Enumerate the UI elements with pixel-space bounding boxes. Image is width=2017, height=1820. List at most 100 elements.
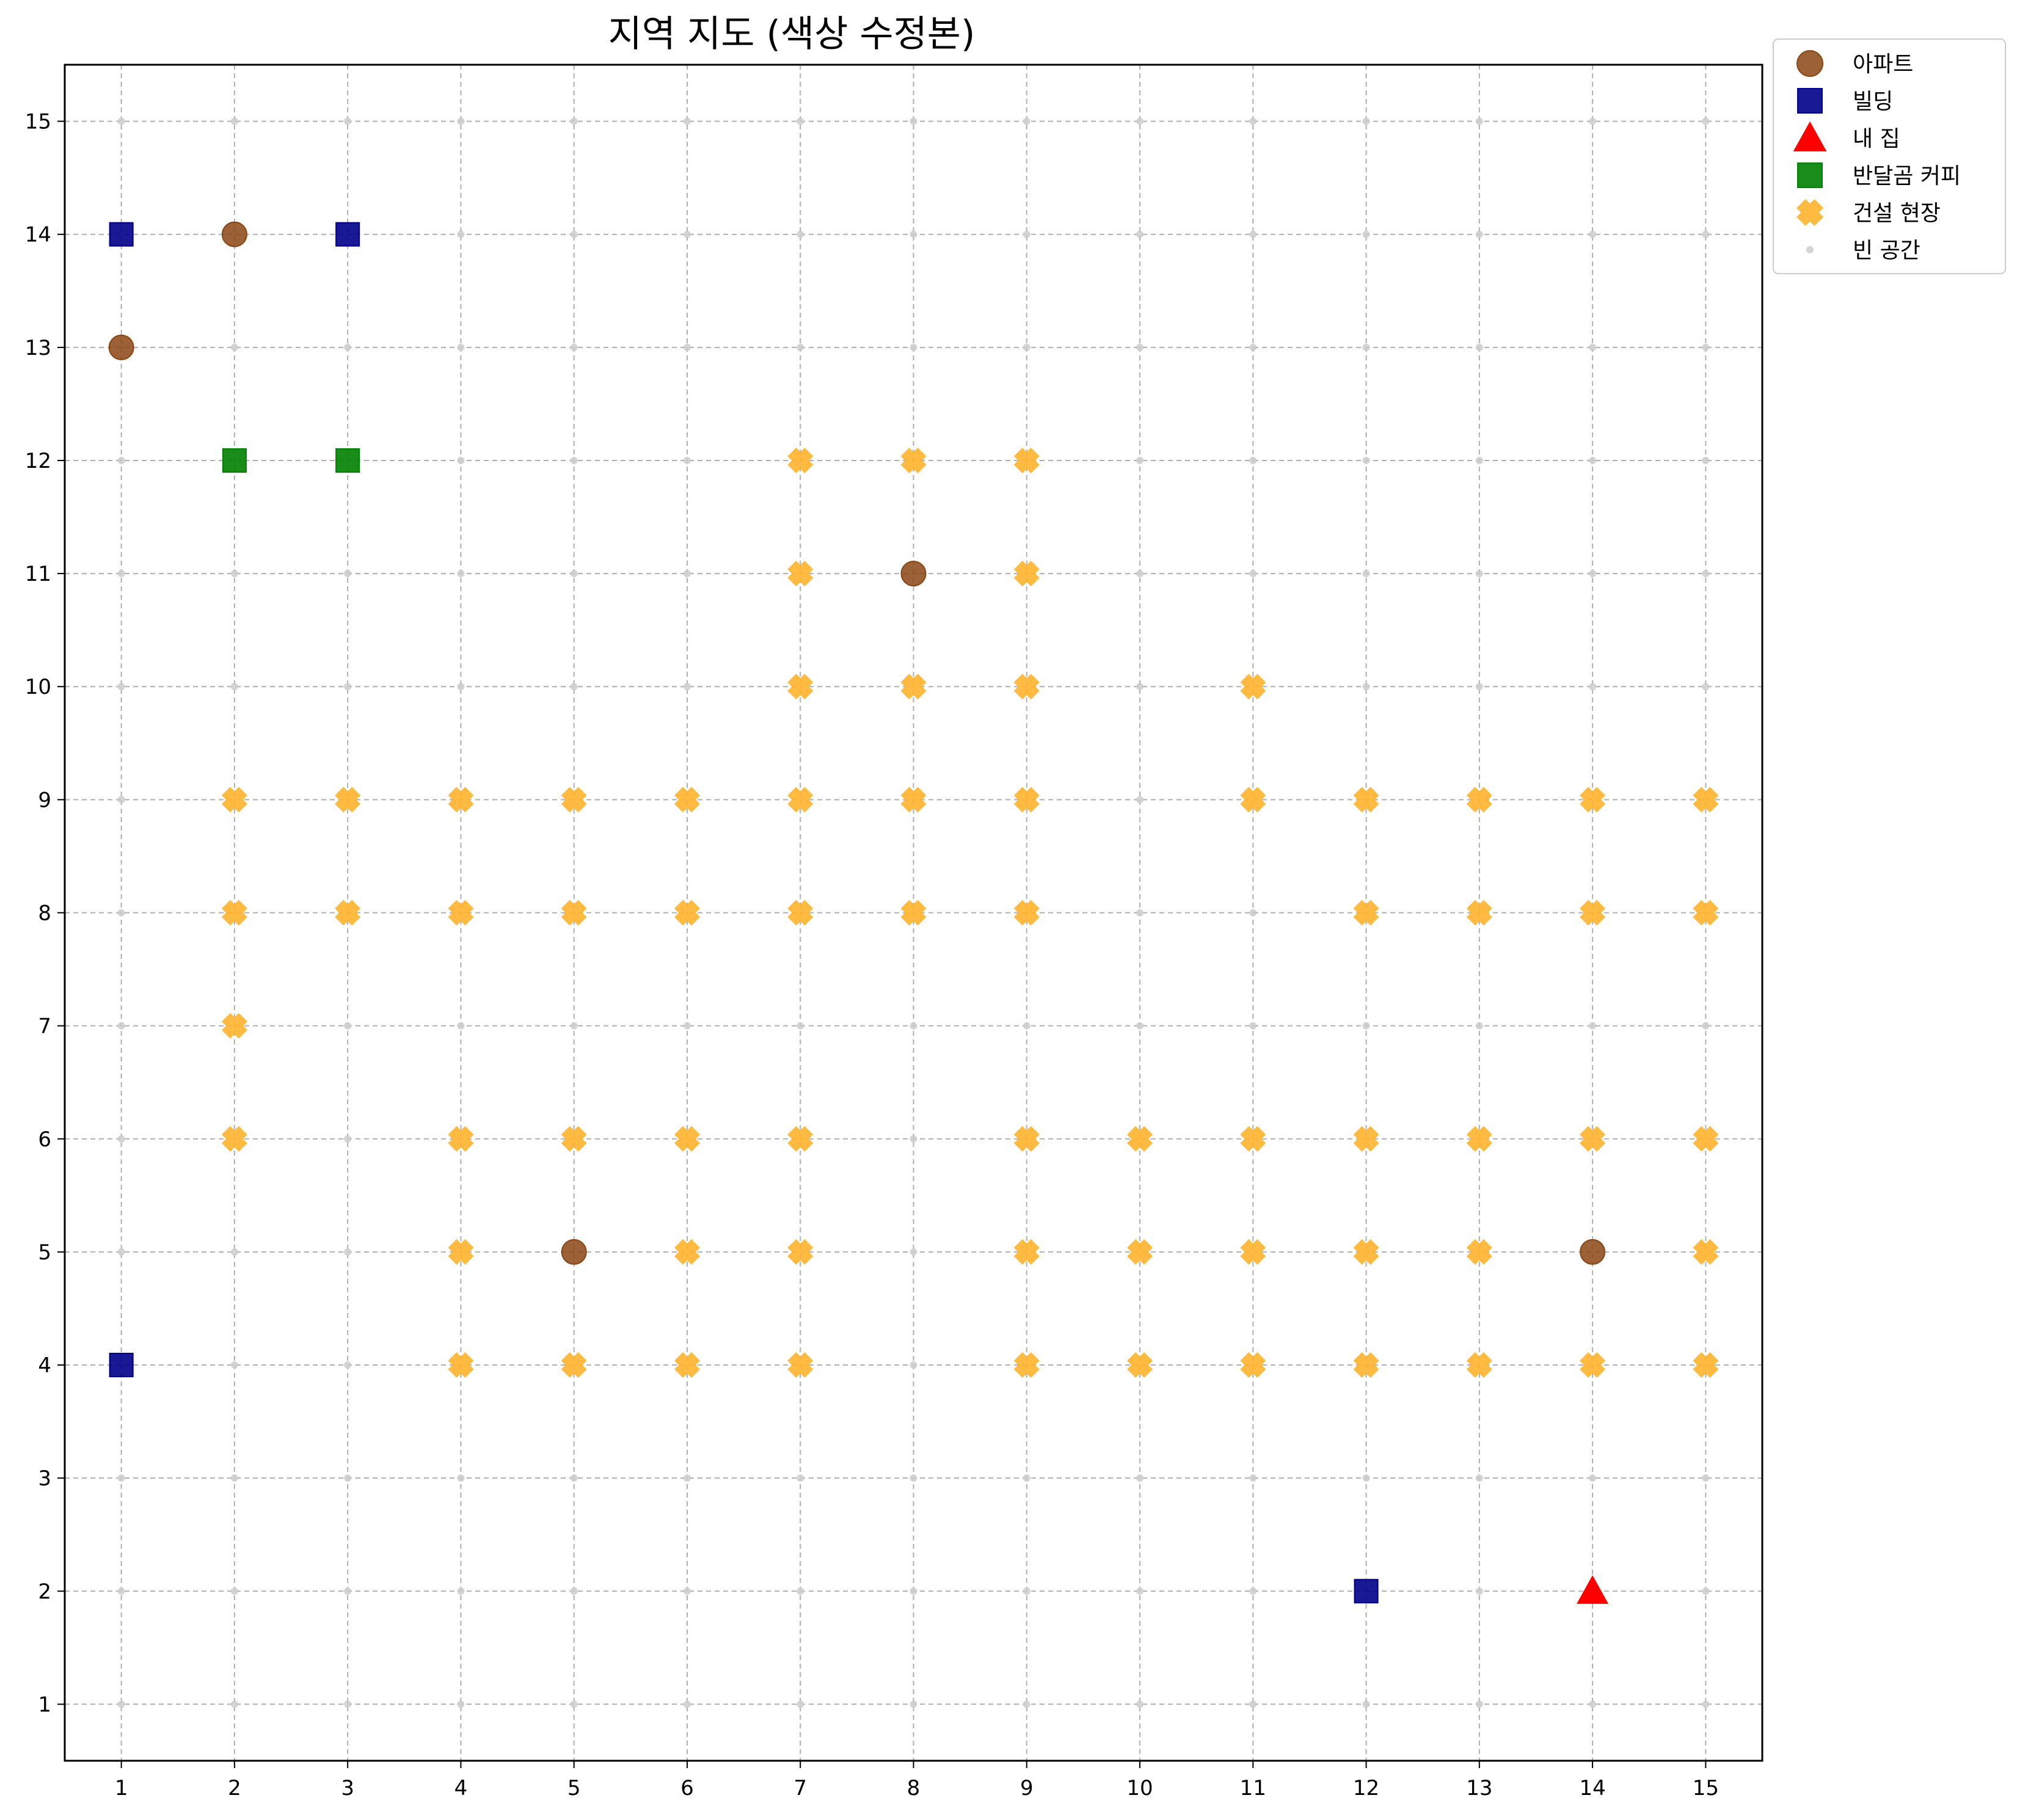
empty-space-point (1249, 1022, 1257, 1030)
construction-site-point (900, 787, 927, 813)
empty-space-point (230, 1587, 238, 1595)
empty-space-point (570, 1587, 578, 1595)
building-point (1354, 1579, 1379, 1604)
construction-site-point (900, 674, 927, 700)
empty-space-point (1589, 117, 1597, 125)
construction-site-point (1013, 1352, 1040, 1378)
empty-space-point (230, 570, 238, 578)
x-tick-label: 14 (1579, 1776, 1605, 1800)
empty-space-point (230, 1361, 238, 1369)
empty-space-point (910, 230, 917, 238)
empty-space-point (1136, 230, 1144, 238)
x-tick-label: 5 (567, 1776, 581, 1800)
empty-space-point (117, 570, 125, 578)
empty-space-point (1249, 1700, 1257, 1708)
x-tick-label: 2 (228, 1776, 241, 1800)
empty-space-point (1475, 1700, 1483, 1708)
empty-space-point (910, 1700, 917, 1708)
empty-space-point (1136, 1022, 1144, 1030)
construction-site-point (674, 900, 700, 926)
construction-site-point (1580, 1126, 1606, 1152)
construction-site-point (674, 1352, 700, 1378)
empty-space-point (344, 1587, 352, 1595)
empty-space-point (117, 1700, 125, 1708)
construction-site-point (1693, 787, 1719, 813)
empty-space-point (1362, 456, 1370, 464)
legend-label: 내 집 (1853, 126, 1900, 151)
construction-site-point (335, 900, 361, 926)
coffee-shop-point (335, 448, 360, 473)
construction-site-point (787, 900, 814, 926)
x-tick-label: 13 (1466, 1776, 1492, 1800)
y-tick-label: 14 (25, 223, 51, 247)
construction-site-point (674, 787, 700, 813)
construction-site-point (1353, 1126, 1379, 1152)
building-point (335, 222, 360, 247)
empty-space-point (457, 456, 465, 464)
empty-space-point (230, 1700, 238, 1708)
construction-site-point (1353, 1239, 1379, 1265)
empty-space-point (797, 117, 804, 125)
x-tick-label: 6 (680, 1776, 694, 1800)
empty-space-point (344, 117, 352, 125)
construction-site-point (787, 674, 814, 700)
construction-site-point (1466, 787, 1492, 813)
construction-site-point (221, 900, 247, 926)
construction-site-point (787, 1239, 814, 1265)
apartment-point (900, 561, 927, 587)
construction-site-point (1693, 1126, 1719, 1152)
construction-site-point (448, 1239, 474, 1265)
empty-space-point (1249, 570, 1257, 578)
apartment-point (108, 334, 134, 360)
x-tick-label: 1 (115, 1776, 128, 1800)
empty-space-point (797, 230, 804, 238)
empty-space-point (1136, 117, 1144, 125)
empty-space-point (1249, 909, 1257, 917)
construction-site-point (1013, 900, 1040, 926)
construction-site-point (221, 787, 247, 813)
empty-space-point (1589, 230, 1597, 238)
empty-space-point (1362, 230, 1370, 238)
empty-space-point (1023, 117, 1030, 125)
empty-space-point (117, 1587, 125, 1595)
empty-space-point (457, 230, 465, 238)
y-tick-label: 1 (38, 1692, 51, 1717)
construction-site-point (448, 1126, 474, 1152)
empty-space-point (1475, 570, 1483, 578)
empty-space-point (1589, 1022, 1597, 1030)
empty-space-point (1136, 1587, 1144, 1595)
construction-site-point (1240, 1352, 1266, 1378)
empty-space-point (457, 1587, 465, 1595)
apartment-point (561, 1239, 587, 1265)
empty-space-point (117, 909, 125, 917)
construction-site-point (448, 1352, 474, 1378)
empty-space-point (1023, 1700, 1030, 1708)
empty-space-point (1702, 1474, 1710, 1482)
construction-site-point (1013, 1239, 1040, 1265)
data-points (108, 117, 1719, 1708)
empty-space-point (457, 1474, 465, 1482)
building-point (109, 1353, 134, 1378)
empty-space-point (117, 796, 125, 804)
y-tick-label: 5 (38, 1240, 51, 1265)
legend-marker (1796, 198, 1824, 227)
legend-marker (1797, 162, 1823, 188)
x-tick-label: 4 (454, 1776, 468, 1800)
empty-space-point (1136, 1474, 1144, 1482)
construction-site-point (335, 787, 361, 813)
empty-space-point (457, 1700, 465, 1708)
empty-space-point (683, 117, 691, 125)
y-tick-label: 3 (38, 1466, 51, 1491)
empty-space-point (910, 1248, 917, 1256)
x-tick-label: 15 (1693, 1776, 1719, 1800)
empty-space-point (344, 1361, 352, 1369)
coffee-shop-point (222, 448, 247, 473)
construction-site-point (1580, 1352, 1606, 1378)
empty-space-point (1475, 1474, 1483, 1482)
empty-space-point (1702, 117, 1710, 125)
empty-space-point (1249, 117, 1257, 125)
empty-space-point (910, 1135, 917, 1143)
construction-site-point (1127, 1126, 1153, 1152)
empty-space-point (1249, 456, 1257, 464)
empty-space-point (570, 683, 578, 691)
